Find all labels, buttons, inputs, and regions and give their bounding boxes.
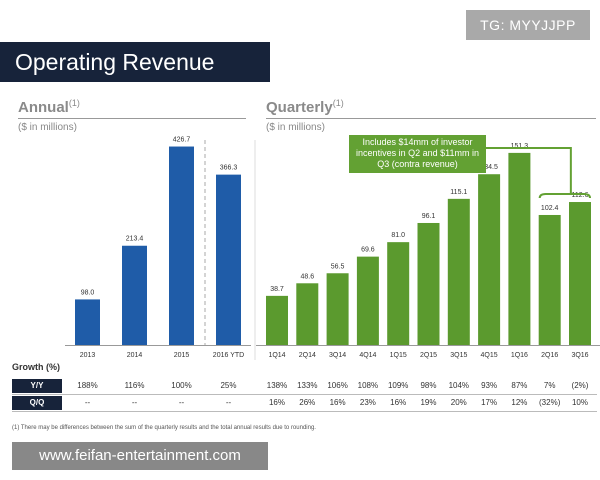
growth-cell-quarterly: 98% [420,381,437,390]
growth-cell-quarterly: 16% [390,398,407,407]
annual-value-label: 98.0 [81,289,95,296]
quarterly-value-label: 151.3 [511,143,529,150]
growth-cell-annual: 25% [220,381,237,390]
annual-tick-label: 2015 [174,352,190,359]
growth-cell-quarterly: 16% [268,398,285,407]
annual-bar [216,174,241,345]
quarterly-value-label: 115.1 [450,189,467,196]
growth-cell-quarterly: 12% [511,398,528,407]
growth-cell-quarterly: 104% [448,381,470,390]
page-title: Operating Revenue [0,42,270,82]
annual-unit-label: ($ in millions) [18,122,77,133]
quarterly-title-underline [266,118,596,119]
growth-row-label: Y/Y [12,379,62,393]
annual-bar [122,245,147,345]
growth-cell-annual: -- [178,398,185,407]
growth-cell-annual: -- [131,398,138,407]
quarterly-bar [356,256,379,345]
quarterly-tick-label: 3Q16 [571,352,588,359]
quarterly-title-footnote-marker: (1) [332,98,344,108]
quarterly-value-label: 69.6 [361,247,375,254]
growth-cell-annual: 116% [124,381,145,390]
growth-cell-annual: -- [225,398,232,407]
growth-cell-quarterly: 138% [266,381,288,390]
quarterly-bar [508,152,531,345]
growth-row-divider [12,411,597,412]
quarterly-tick-label: 1Q16 [511,352,528,359]
watermark-url: www.feifan-entertainment.com [12,442,268,470]
quarterly-tick-label: 3Q15 [450,352,467,359]
quarterly-bar [478,174,501,345]
growth-cell-quarterly: 19% [420,398,437,407]
annual-bar [169,146,194,345]
annual-bar [75,299,100,345]
growth-cell-quarterly: 133% [297,381,318,390]
growth-cell-quarterly: 10% [571,398,588,407]
growth-cell-annual: -- [84,398,91,407]
quarterly-bar [266,295,288,345]
quarterly-bar [447,198,470,345]
growth-cell-annual: 188% [77,381,98,390]
quarterly-bar [387,242,410,345]
growth-cell-quarterly: 109% [387,381,409,390]
growth-cell-quarterly: (32%) [539,398,561,407]
quarterly-tick-label: 2Q16 [541,352,558,359]
growth-cell-quarterly: 23% [359,398,376,407]
growth-cell-annual: 100% [171,381,192,390]
quarterly-bar [296,283,319,345]
quarterly-title-text: Quarterly [266,99,333,116]
quarterly-tick-label: 1Q15 [390,352,407,359]
quarterly-value-label: 56.5 [331,263,345,270]
annual-tick-label: 2016 YTD [213,352,244,359]
growth-cell-quarterly: 87% [511,381,528,390]
quarterly-bar [417,222,440,345]
quarterly-tick-label: 4Q14 [359,352,376,359]
watermark-tag: TG: MYYJJPP [466,10,590,40]
quarterly-value-label: 81.0 [391,232,405,239]
growth-cell-quarterly: 106% [327,381,348,390]
investor-incentives-callout: Includes $14mm of investor incentives in… [349,135,486,173]
annual-value-label: 426.7 [173,137,191,144]
quarterly-tick-label: 2Q15 [420,352,437,359]
growth-cell-quarterly: 16% [329,398,346,407]
quarterly-value-label: 48.6 [300,273,314,280]
quarterly-tick-label: 1Q14 [268,352,285,359]
annual-section-title: Annual(1) [18,98,80,116]
growth-cell-quarterly: 108% [357,381,379,390]
quarterly-value-label: 134.5 [480,164,498,171]
annual-tick-label: 2013 [80,352,96,359]
callout-connector [486,147,572,194]
quarterly-unit-label: ($ in millions) [266,122,325,133]
growth-cell-quarterly: 93% [481,381,498,390]
annual-value-label: 213.4 [126,236,144,243]
growth-cell-quarterly: 7% [543,381,556,390]
annual-value-label: 366.3 [220,165,238,172]
quarterly-tick-label: 3Q14 [329,352,346,359]
quarterly-bar [538,214,561,345]
annual-title-footnote-marker: (1) [68,98,80,108]
quarterly-bar [326,273,349,345]
quarterly-bar [569,202,591,345]
quarterly-section-title: Quarterly(1) [266,98,344,116]
quarterly-value-label: 102.4 [541,205,559,212]
annual-title-underline [18,118,246,119]
annual-tick-label: 2014 [127,352,143,359]
quarterly-value-label: 112.6 [572,192,589,199]
annual-title-text: Annual [18,99,69,116]
growth-row-divider [12,394,597,395]
growth-cell-quarterly: (2%) [571,381,589,390]
rounding-footnote: (1) There may be differences between the… [12,425,316,431]
callout-bracket [538,193,591,199]
quarterly-value-label: 38.7 [270,286,284,293]
growth-cell-quarterly: 26% [299,398,316,407]
quarterly-tick-label: 2Q14 [299,352,316,359]
growth-table-title: Growth (%) [12,362,60,372]
growth-row-label: Q/Q [12,396,62,410]
growth-cell-quarterly: 17% [481,398,498,407]
quarterly-tick-label: 4Q15 [481,352,498,359]
quarterly-value-label: 96.1 [422,213,436,220]
growth-cell-quarterly: 20% [450,398,467,407]
